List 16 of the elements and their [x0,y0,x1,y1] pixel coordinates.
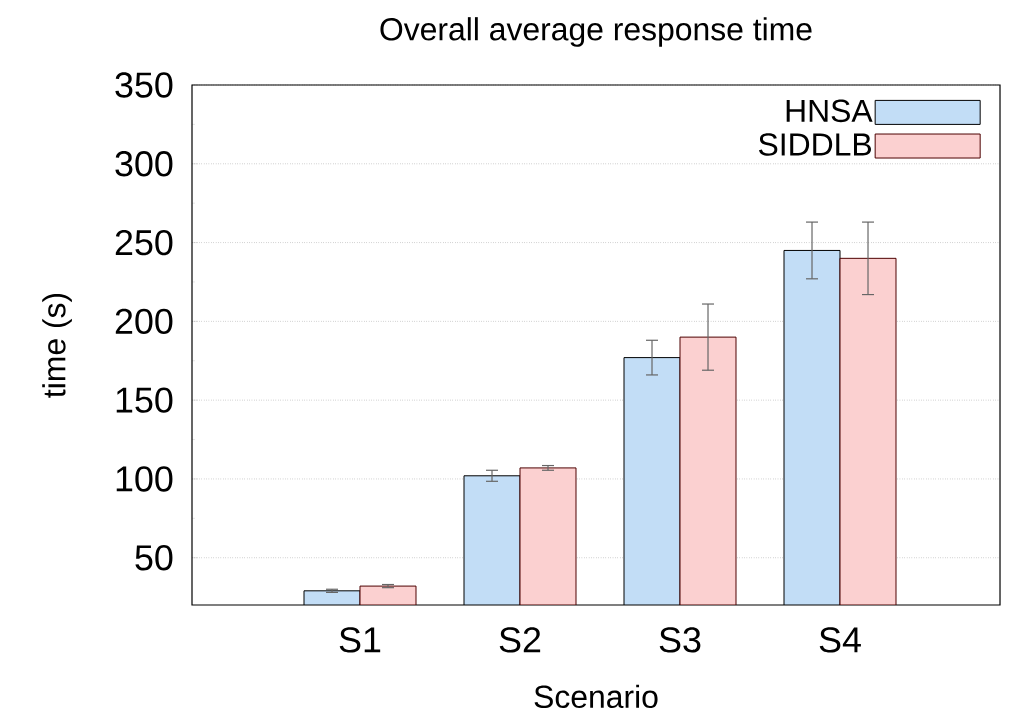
legend-label: SIDDLB [758,133,871,156]
y-tick-label: 350 [115,72,173,98]
x-tick-label: S1 [339,627,381,653]
y-tick-label: 300 [115,151,173,177]
x-tick-label: S4 [819,627,861,653]
y-tick-label: 250 [115,229,173,256]
x-tick-label: S2 [499,627,541,653]
y-tick-label: 50 [135,545,173,571]
y-axis-title: time (s) [42,293,72,398]
y-tick-label: 150 [116,387,173,413]
chart-title: Overall average response time [380,17,812,47]
y-tick-label: 100 [116,466,173,492]
x-axis-title: Scenario [534,684,658,709]
x-tick-label: S3 [659,627,701,653]
y-tick-label: 200 [115,308,173,335]
legend-label: HNSA [786,99,873,123]
